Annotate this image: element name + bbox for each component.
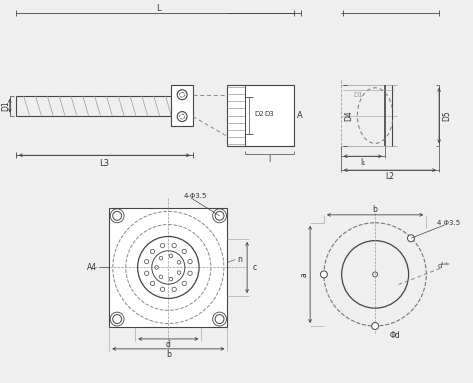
Circle shape xyxy=(213,312,227,326)
Text: b: b xyxy=(373,205,377,214)
Text: 4-Φ3.5: 4-Φ3.5 xyxy=(183,193,207,199)
Text: D2: D2 xyxy=(254,111,264,116)
Text: c: c xyxy=(253,263,257,272)
Text: b: b xyxy=(166,350,171,359)
Text: l: l xyxy=(269,155,271,164)
Text: A4: A4 xyxy=(87,263,96,272)
Circle shape xyxy=(110,209,124,223)
Text: L2: L2 xyxy=(385,172,394,181)
Bar xyxy=(109,208,228,327)
Text: 4 Φ3.5: 4 Φ3.5 xyxy=(438,220,461,226)
Text: l₁: l₁ xyxy=(360,158,366,167)
Text: L3: L3 xyxy=(99,159,109,168)
Circle shape xyxy=(321,271,327,278)
Circle shape xyxy=(372,322,378,329)
Text: D5: D5 xyxy=(443,110,452,121)
Text: d¹ᵈᶜ: d¹ᵈᶜ xyxy=(438,264,450,270)
Circle shape xyxy=(213,209,227,223)
Text: D3: D3 xyxy=(264,111,274,116)
Circle shape xyxy=(110,312,124,326)
Text: d: d xyxy=(166,340,171,349)
Text: A: A xyxy=(298,111,303,120)
Circle shape xyxy=(177,90,187,100)
Circle shape xyxy=(215,314,224,324)
Circle shape xyxy=(177,111,187,121)
Circle shape xyxy=(215,211,224,220)
Text: Φd: Φd xyxy=(389,331,400,340)
Text: a: a xyxy=(300,272,309,277)
Bar xyxy=(171,85,193,126)
Circle shape xyxy=(113,314,122,324)
Text: D1: D1 xyxy=(353,92,363,98)
Text: D4: D4 xyxy=(344,110,353,121)
Text: n: n xyxy=(237,255,242,264)
Text: D1: D1 xyxy=(1,100,10,111)
Circle shape xyxy=(113,211,122,220)
Text: L: L xyxy=(156,4,161,13)
Circle shape xyxy=(408,235,414,242)
Bar xyxy=(228,85,294,146)
